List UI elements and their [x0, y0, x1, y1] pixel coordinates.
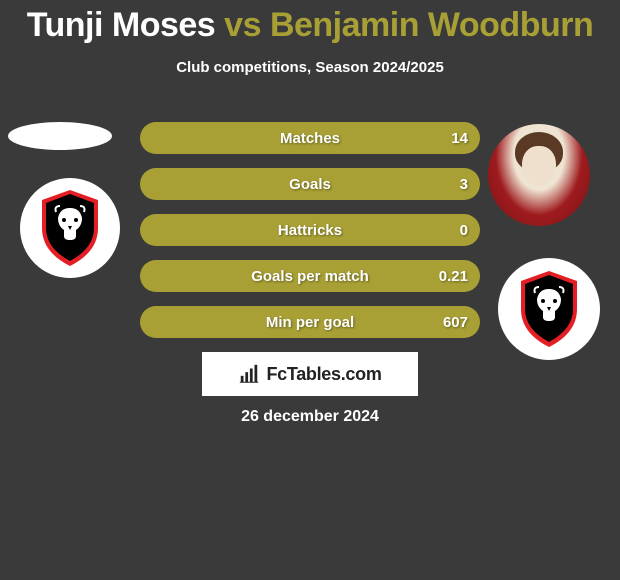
lion-shield-icon: [36, 188, 104, 268]
stat-value: 0: [460, 222, 468, 239]
player1-name: Tunji Moses: [27, 6, 215, 44]
player2-photo: [488, 124, 590, 226]
stat-value: 14: [451, 130, 468, 147]
stat-bar: Hattricks 0: [140, 214, 480, 246]
watermark-badge: FcTables.com: [202, 352, 418, 396]
stat-label: Min per goal: [266, 314, 354, 331]
bar-chart-icon: [238, 363, 260, 385]
date-label: 26 december 2024: [241, 408, 379, 426]
subtitle: Club competitions, Season 2024/2025: [0, 59, 620, 76]
lion-shield-icon: [515, 269, 583, 349]
stat-label: Goals: [289, 176, 331, 193]
stat-bar: Goals per match 0.21: [140, 260, 480, 292]
player1-club-logo: [20, 178, 120, 278]
watermark-text: FcTables.com: [266, 364, 381, 385]
stat-label: Goals per match: [251, 268, 369, 285]
stat-bar: Matches 14: [140, 122, 480, 154]
stat-bar: Goals 3: [140, 168, 480, 200]
stat-value: 0.21: [439, 268, 468, 285]
player2-name: Benjamin Woodburn: [270, 6, 593, 44]
stat-bar: Min per goal 607: [140, 306, 480, 338]
stat-label: Matches: [280, 130, 340, 147]
comparison-title: Tunji Moses vs Benjamin Woodburn: [0, 0, 620, 45]
stat-label: Hattricks: [278, 222, 342, 239]
stats-bars: Matches 14 Goals 3 Hattricks 0 Goals per…: [140, 122, 480, 352]
stat-value: 3: [460, 176, 468, 193]
player2-club-logo: [498, 258, 600, 360]
player1-photo-placeholder: [8, 122, 112, 150]
stat-value: 607: [443, 314, 468, 331]
vs-label: vs: [224, 6, 261, 44]
